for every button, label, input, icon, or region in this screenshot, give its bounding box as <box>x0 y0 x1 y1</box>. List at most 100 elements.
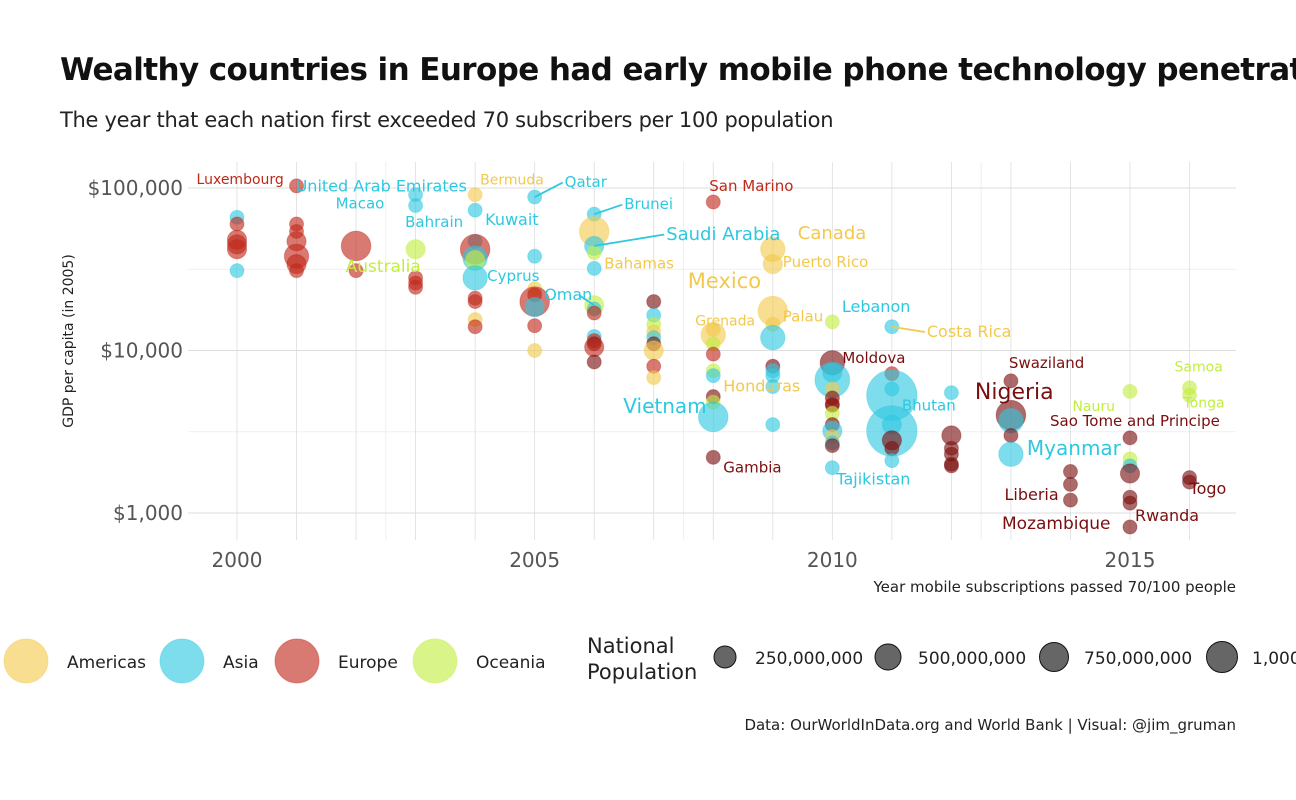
country-label: Rwanda <box>1135 506 1199 525</box>
size-legend-key <box>1206 641 1238 673</box>
size-legend-title: National <box>587 634 675 658</box>
y-axis-title: GDP per capita (in 2005) <box>61 254 77 428</box>
data-point <box>697 401 729 433</box>
data-point <box>705 368 721 384</box>
data-point <box>943 458 959 474</box>
data-point <box>467 202 483 218</box>
country-label: Australia <box>346 257 421 277</box>
legend: Americas Asia Europe Oceania NationalPopulat… <box>3 634 1296 684</box>
size-legend-label: 750,000,000 <box>1084 649 1192 669</box>
country-label: Tonga <box>1183 395 1225 411</box>
data-point <box>348 263 364 279</box>
country-label: Oman <box>544 285 592 304</box>
y-tick-label: $10,000 <box>100 339 183 363</box>
country-label: Luxembourg <box>197 172 284 188</box>
country-label: Macao <box>336 195 385 213</box>
country-label: Vietnam <box>623 394 706 418</box>
data-point <box>1182 474 1198 490</box>
data-point <box>1062 476 1078 492</box>
data-point <box>1122 383 1138 399</box>
chart-subtitle: The year that each nation first exceeded… <box>60 108 834 132</box>
chart-title: Wealthy countries in Europe had early mo… <box>60 52 1296 88</box>
data-point <box>765 379 781 395</box>
data-point <box>765 417 781 433</box>
country-label: Moldova <box>842 349 905 367</box>
country-label: Grenada <box>695 313 755 329</box>
chart-caption: Data: OurWorldInData.org and World Bank … <box>744 716 1236 734</box>
country-label: Lebanon <box>842 297 911 316</box>
legend-label: Americas <box>67 653 146 673</box>
data-point <box>524 296 545 318</box>
size-legend-key <box>874 643 902 671</box>
data-point <box>824 460 840 476</box>
data-point <box>1062 464 1078 480</box>
size-legend-title: Population <box>587 660 697 684</box>
x-tick-label: 2005 <box>509 548 560 572</box>
country-label: Tajikistan <box>835 470 910 489</box>
country-label: Togo <box>1189 479 1227 498</box>
data-point <box>586 260 602 276</box>
country-label: Bermuda <box>480 173 544 189</box>
legend-key-americas <box>3 638 49 684</box>
x-tick-label: 2010 <box>807 548 858 572</box>
data-point <box>1122 519 1138 535</box>
data-point <box>467 319 483 335</box>
data-point <box>646 370 662 386</box>
country-label: Bahamas <box>604 254 674 272</box>
data-point <box>705 449 721 465</box>
data-point <box>405 239 426 260</box>
data-point <box>527 318 543 334</box>
data-point <box>467 294 483 310</box>
country-label: Costa Rica <box>927 322 1012 341</box>
data-point <box>943 385 959 401</box>
data-point <box>705 346 721 362</box>
size-legend-key <box>713 645 737 669</box>
legend-key-oceania <box>412 638 458 684</box>
data-point <box>1003 373 1019 389</box>
data-point <box>824 314 840 330</box>
country-label: Qatar <box>565 173 608 191</box>
data-point <box>998 441 1024 467</box>
legend-label: Oceania <box>476 653 546 673</box>
country-label: Samoa <box>1175 360 1223 376</box>
data-point <box>527 248 543 264</box>
data-point <box>643 340 664 361</box>
data-point <box>1062 492 1078 508</box>
data-point <box>289 178 305 194</box>
data-point <box>1122 430 1138 446</box>
data-point <box>226 239 248 260</box>
data-point <box>1119 463 1141 484</box>
data-point <box>762 254 783 275</box>
label-leader-line <box>534 181 564 198</box>
legend-label: Asia <box>223 653 259 673</box>
label-leader-line <box>891 325 926 333</box>
country-label: Liberia <box>1004 485 1058 504</box>
country-label: Bahrain <box>405 213 463 231</box>
country-label: Bhutan <box>902 396 956 414</box>
x-tick-label: 2000 <box>212 548 263 572</box>
data-point <box>586 245 602 261</box>
data-point <box>462 265 488 291</box>
data-point <box>229 216 245 232</box>
data-point <box>527 343 543 358</box>
data-point <box>1122 495 1138 511</box>
country-label: Kuwait <box>485 210 538 229</box>
country-label: Honduras <box>723 377 800 396</box>
country-label: Sao Tome and Principe <box>1050 412 1220 430</box>
y-tick-label: $100,000 <box>88 176 183 200</box>
data-point <box>884 453 900 469</box>
country-label: Swaziland <box>1009 354 1084 372</box>
size-legend-key <box>1039 642 1069 672</box>
legend-key-europe <box>274 638 320 684</box>
label-leader-line <box>594 233 665 247</box>
data-point <box>1182 387 1198 403</box>
data-point <box>586 305 602 321</box>
data-point <box>289 263 305 279</box>
data-point <box>467 187 483 203</box>
data-point <box>705 194 721 210</box>
data-point <box>586 354 602 370</box>
data-point <box>340 230 372 262</box>
y-tick-label: $1,000 <box>113 501 183 525</box>
